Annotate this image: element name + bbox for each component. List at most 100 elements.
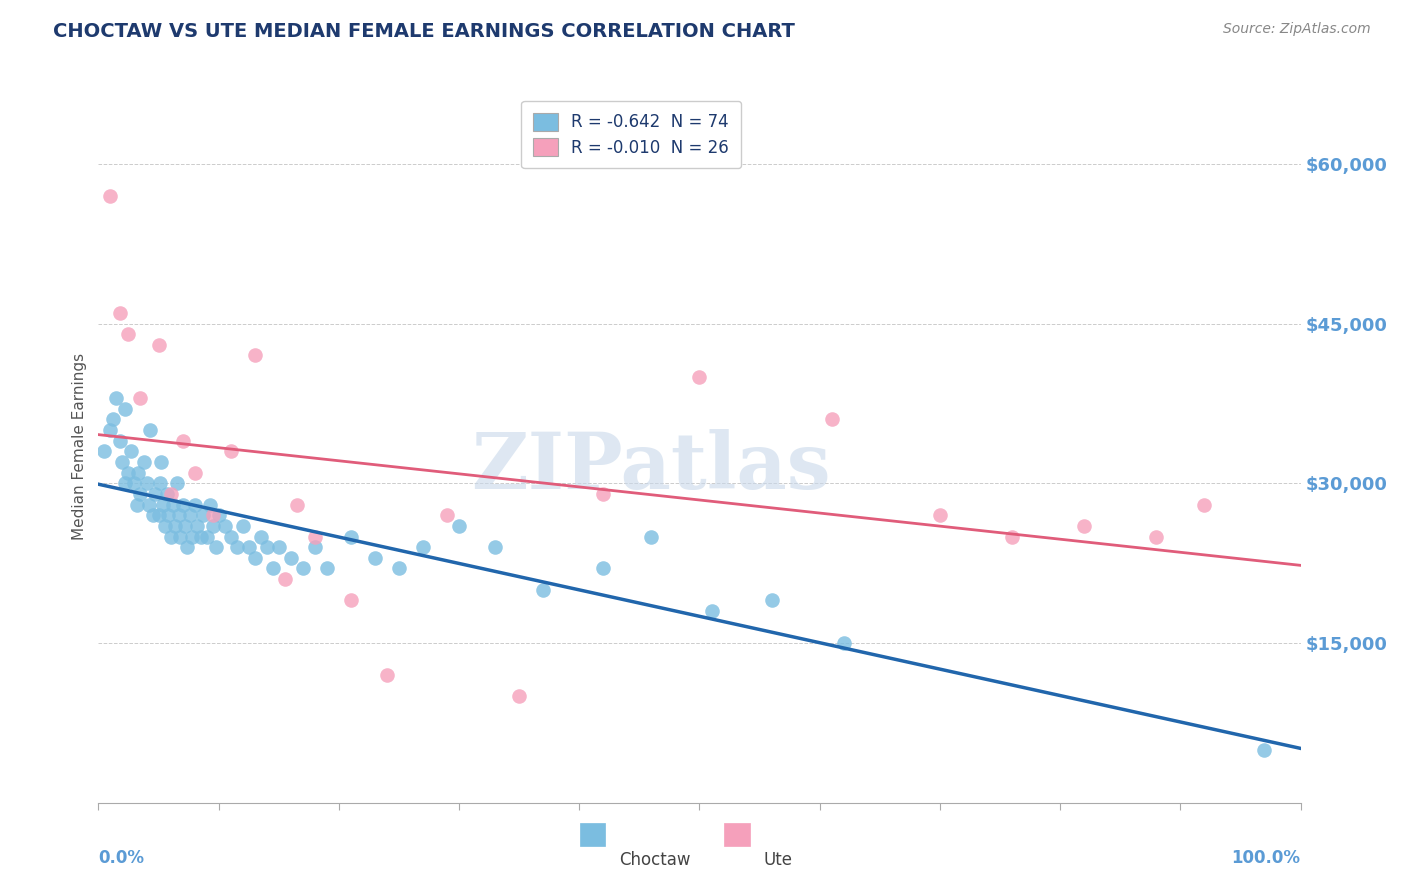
Point (117, 327, 139, 342)
Point (152, 498, 174, 512)
Point (640, 529, 662, 543)
Point (243, 550, 266, 565)
Point (159, 529, 181, 543)
Point (219, 444, 242, 458)
Point (179, 508, 201, 523)
Point (165, 519, 187, 533)
Point (267, 540, 290, 554)
Point (274, 572, 297, 586)
Point (111, 455, 134, 469)
Point (156, 487, 179, 501)
Point (135, 476, 157, 491)
Point (285, 498, 308, 512)
Point (143, 487, 166, 501)
Point (93, 444, 115, 458)
Point (181, 529, 204, 543)
Point (1194, 498, 1216, 512)
Point (172, 498, 194, 512)
Point (105, 391, 128, 405)
Point (117, 466, 139, 480)
Point (508, 690, 530, 704)
Point (214, 519, 236, 533)
Point (124, 476, 146, 491)
Point (531, 582, 554, 597)
Point (108, 306, 131, 320)
Point (169, 529, 191, 543)
Point (388, 561, 411, 575)
Point (700, 604, 723, 618)
Point (141, 508, 163, 523)
Text: Ute: Ute (763, 851, 793, 870)
Point (129, 487, 152, 501)
Point (114, 401, 136, 416)
Point (249, 529, 271, 543)
Point (162, 498, 184, 512)
Point (315, 561, 337, 575)
Point (172, 434, 194, 448)
Point (225, 540, 247, 554)
Point (1253, 742, 1275, 756)
Point (186, 519, 208, 533)
Point (200, 498, 222, 512)
Point (232, 519, 254, 533)
Point (592, 487, 614, 501)
Text: Source: ZipAtlas.com: Source: ZipAtlas.com (1223, 22, 1371, 37)
Point (205, 540, 228, 554)
Point (176, 540, 198, 554)
Point (412, 540, 434, 554)
Point (832, 636, 855, 650)
Point (208, 508, 231, 523)
Point (1144, 529, 1167, 543)
Point (592, 561, 614, 575)
Point (132, 455, 155, 469)
Point (129, 391, 152, 405)
Legend: R = -0.642  N = 74, R = -0.010  N = 26: R = -0.642 N = 74, R = -0.010 N = 26 (522, 101, 741, 169)
Point (821, 412, 844, 426)
Point (125, 498, 148, 512)
Text: 100.0%: 100.0% (1232, 849, 1301, 867)
Point (688, 369, 710, 384)
Point (148, 508, 170, 523)
Text: Choctaw: Choctaw (620, 851, 690, 870)
Point (167, 508, 190, 523)
Point (243, 349, 266, 363)
Point (928, 508, 950, 523)
Point (148, 338, 170, 352)
Point (256, 540, 278, 554)
Point (340, 593, 363, 607)
Point (174, 519, 197, 533)
Point (195, 529, 218, 543)
Point (190, 529, 212, 543)
Point (138, 498, 160, 512)
Point (159, 487, 181, 501)
Y-axis label: Median Female Earnings: Median Female Earnings (72, 352, 87, 540)
Point (183, 466, 205, 480)
Point (219, 529, 242, 543)
Point (108, 434, 131, 448)
Point (447, 519, 470, 533)
Point (761, 593, 783, 607)
Point (153, 519, 176, 533)
Point (304, 529, 326, 543)
Point (139, 423, 162, 437)
Point (183, 498, 205, 512)
Point (120, 444, 142, 458)
Point (340, 529, 363, 543)
Point (191, 508, 214, 523)
Point (1001, 529, 1024, 543)
Point (1073, 519, 1095, 533)
Point (149, 476, 172, 491)
Point (201, 519, 224, 533)
Point (436, 508, 458, 523)
Point (201, 508, 224, 523)
Text: CHOCTAW VS UTE MEDIAN FEMALE EARNINGS CORRELATION CHART: CHOCTAW VS UTE MEDIAN FEMALE EARNINGS CO… (53, 22, 796, 41)
Point (304, 540, 326, 554)
Text: 0.0%: 0.0% (98, 849, 145, 867)
Point (484, 540, 506, 554)
Point (262, 561, 284, 575)
Point (238, 540, 260, 554)
Text: ZIPatlas: ZIPatlas (471, 429, 831, 506)
Point (157, 508, 180, 523)
Point (101, 412, 124, 426)
Point (149, 455, 172, 469)
